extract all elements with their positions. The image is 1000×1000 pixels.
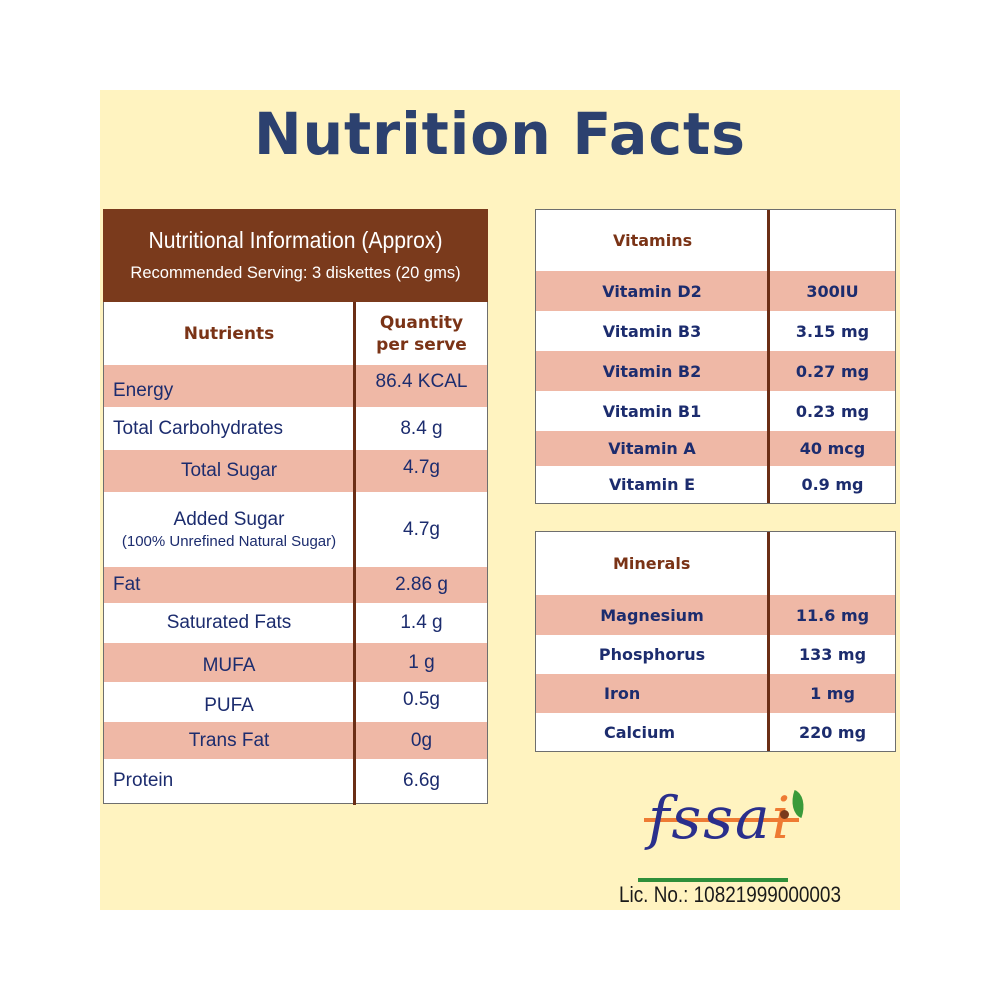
table-row: Total Sugar 4.7g: [104, 450, 487, 492]
mineral-name: Iron: [604, 684, 641, 703]
table-row: Vitamin B1 0.23 mg: [536, 391, 895, 431]
table-row: Calcium 220 mg: [536, 713, 895, 751]
nutrient-value: 2.86 g: [395, 574, 448, 595]
table-row: Magnesium 11.6 mg: [536, 595, 895, 635]
nutrient-name: Total Sugar: [180, 460, 278, 481]
mineral-name: Phosphorus: [598, 645, 706, 664]
nutrient-name: MUFA: [202, 654, 256, 676]
table-row: Energy 86.4 KCAL: [104, 365, 487, 407]
nutrient-name: Energy: [113, 380, 174, 401]
mineral-name: Calcium: [604, 722, 676, 742]
fssai-logo: fssai: [620, 780, 860, 890]
column-divider: [353, 302, 356, 805]
table-header-row: Minerals: [536, 532, 895, 595]
vitamin-name: Vitamin B3: [602, 321, 702, 341]
nutrient-value: 1.4 g: [400, 612, 443, 633]
nutritional-information-table: Nutritional Information (Approx) Recomme…: [103, 209, 488, 805]
table-row: Vitamin A 40 mcg: [536, 431, 895, 466]
vitamin-value: 0.23 mg: [795, 401, 870, 421]
vitamin-value: 0.9 mg: [801, 475, 864, 494]
license-number: Lic. No.: 10821999000003: [619, 882, 841, 907]
nutrient-name: Added Sugar: [173, 509, 285, 530]
header-minerals: Minerals: [613, 554, 691, 573]
table-row: Vitamin E 0.9 mg: [536, 466, 895, 503]
header-nutrients: Nutrients: [183, 323, 275, 344]
table-row: Protein 6.6g: [104, 759, 487, 803]
page-title: Nutrition Facts: [254, 100, 746, 168]
nutrient-value: 86.4 KCAL: [375, 371, 468, 392]
table-row: Trans Fat 0g: [104, 722, 487, 759]
logo-wordmark: fssai: [648, 784, 792, 852]
nutrient-note: (100% Unrefined Natural Sugar): [121, 533, 337, 550]
table-banner: Nutritional Information (Approx) Recomme…: [103, 209, 488, 302]
header-vitamins: Vitamins: [613, 231, 693, 250]
table-row: Iron 1 mg: [536, 674, 895, 713]
nutrient-name-group: Added Sugar (100% Unrefined Natural Suga…: [104, 492, 354, 567]
vitamin-value: 300IU: [806, 281, 859, 301]
table-row: Fat 2.86 g: [104, 567, 487, 603]
table-row: Total Carbohydrates 8.4 g: [104, 407, 487, 450]
table-row: Saturated Fats 1.4 g: [104, 603, 487, 643]
nutrient-value: 0.5g: [403, 689, 440, 710]
vitamin-name: Vitamin D2: [602, 281, 702, 301]
table-header-row: Nutrients Quantity per serve: [104, 302, 487, 365]
nutrient-name: Total Carbohydrates: [113, 417, 284, 439]
nutrient-value: 6.6g: [403, 770, 440, 791]
table-row: PUFA 0.5g: [104, 682, 487, 722]
logo-orange-stripe: [644, 818, 799, 822]
table-row: Added Sugar (100% Unrefined Natural Suga…: [104, 492, 487, 567]
minerals-table: Minerals Magnesium 11.6 mg Phosphorus 13…: [535, 531, 896, 752]
nutrient-name: Trans Fat: [188, 729, 270, 751]
logo-green-stripe: [638, 878, 788, 882]
seed-icon: [780, 810, 789, 819]
vitamin-value: 3.15 mg: [795, 321, 870, 341]
nutrient-value: 1 g: [408, 651, 435, 673]
table-row: Vitamin B2 0.27 mg: [536, 351, 895, 391]
nutrient-value: 8.4 g: [400, 417, 443, 439]
mineral-name: Magnesium: [600, 605, 704, 625]
vitamin-name: Vitamin A: [608, 439, 696, 458]
mineral-value: 11.6 mg: [795, 605, 870, 625]
nutrient-name: Protein: [113, 770, 174, 791]
table-row: Phosphorus 133 mg: [536, 635, 895, 674]
vitamin-value: 0.27 mg: [795, 361, 870, 381]
vitamin-value: 40 mcg: [799, 439, 866, 458]
nutrient-name: PUFA: [204, 695, 254, 716]
nutrient-name: Saturated Fats: [166, 612, 292, 633]
vitamin-name: Vitamin B1: [602, 401, 702, 421]
table-header-row: Vitamins: [536, 210, 895, 271]
mineral-value: 133 mg: [798, 645, 867, 664]
column-divider: [767, 210, 770, 503]
table-row: MUFA 1 g: [104, 643, 487, 682]
header-quantity: Quantity per serve: [376, 312, 467, 355]
nutrient-value: 0g: [410, 729, 433, 751]
banner-subtitle: Recommended Serving: 3 diskettes (20 gms…: [130, 264, 461, 282]
mineral-value: 220 mg: [798, 722, 867, 742]
vitamin-name: Vitamin B2: [602, 361, 702, 381]
banner-title: Nutritional Information (Approx): [148, 227, 443, 253]
mineral-value: 1 mg: [810, 684, 855, 703]
column-divider: [767, 532, 770, 751]
table-row: Vitamin D2 300IU: [536, 271, 895, 311]
vitamins-table: Vitamins Vitamin D2 300IU Vitamin B3 3.1…: [535, 209, 896, 504]
table-row: Vitamin B3 3.15 mg: [536, 311, 895, 351]
vitamin-name: Vitamin E: [608, 475, 696, 494]
nutrient-value: 4.7g: [403, 457, 440, 478]
nutrient-value: 4.7g: [403, 518, 440, 540]
nutrient-name: Fat: [113, 574, 141, 595]
nutrition-facts-panel: Nutrition Facts Nutritional Information …: [100, 90, 900, 910]
